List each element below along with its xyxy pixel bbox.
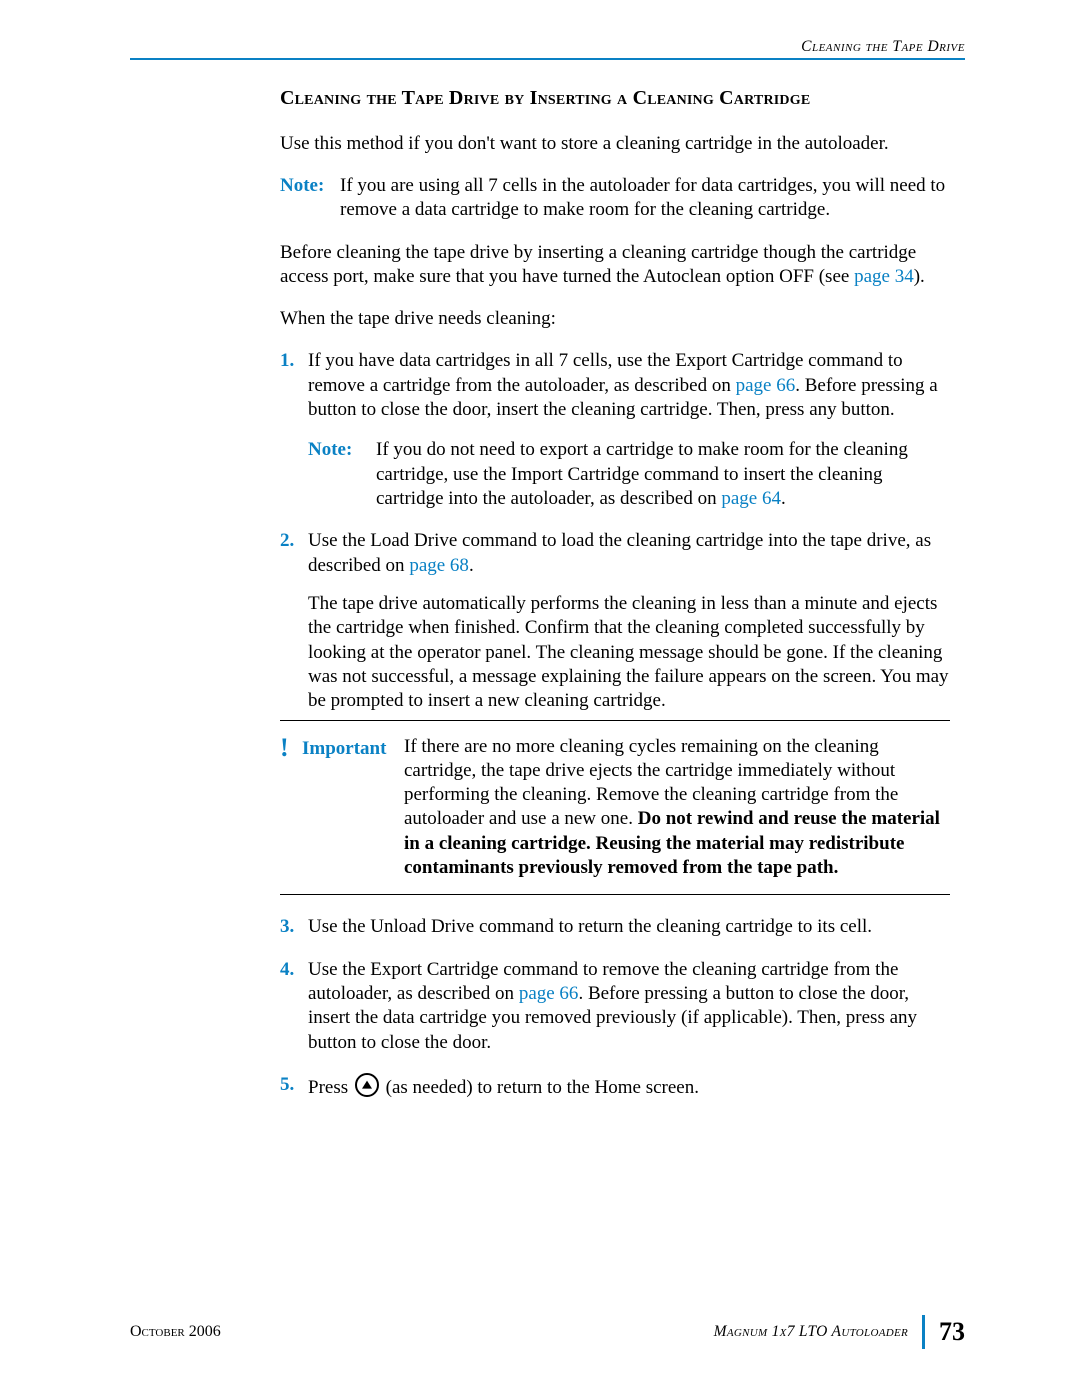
step-2-paragraph: The tape drive automatically performs th…: [308, 592, 950, 714]
note-block: Note: If you are using all 7 cells in th…: [280, 174, 950, 223]
important-block: ! Important If there are no more cleanin…: [280, 720, 950, 896]
text: ).: [914, 266, 925, 287]
important-body: If there are no more cleaning cycles rem…: [404, 735, 950, 881]
header-rule: [130, 58, 965, 60]
step-4: Use the Export Cartridge command to remo…: [280, 958, 950, 1055]
step-list: If you have data cartridges in all 7 cel…: [280, 349, 950, 1100]
exclamation-icon: !: [280, 735, 302, 761]
note-block: Note: If you do not need to export a car…: [308, 438, 950, 511]
page-link[interactable]: page 66: [519, 983, 579, 1004]
section-heading: Cleaning the Tape Drive by Inserting a C…: [280, 86, 950, 112]
text: .: [469, 555, 474, 576]
page-link[interactable]: page 68: [409, 555, 469, 576]
important-label: Important: [302, 735, 404, 761]
page-header: Cleaning the Tape Drive: [130, 38, 965, 60]
running-head: Cleaning the Tape Drive: [130, 38, 965, 56]
footer-title: Magnum 1x7 LTO Autoloader: [714, 1323, 922, 1341]
step-1: If you have data cartridges in all 7 cel…: [280, 349, 950, 511]
page-number: 73: [939, 1317, 965, 1347]
note-body: If you do not need to export a cartridge…: [376, 438, 950, 511]
page-content: Cleaning the Tape Drive by Inserting a C…: [280, 80, 950, 1118]
note-label: Note:: [308, 438, 376, 462]
text: Use the Load Drive command to load the c…: [308, 530, 931, 575]
step-5: Press (as needed) to return to the Home …: [280, 1073, 950, 1100]
document-page: Cleaning the Tape Drive Cleaning the Tap…: [0, 0, 1080, 1397]
text: (as needed) to return to the Home screen…: [381, 1077, 699, 1098]
page-link[interactable]: page 66: [736, 375, 796, 396]
text: Before cleaning the tape drive by insert…: [280, 242, 916, 287]
text: .: [781, 488, 786, 509]
before-paragraph: Before cleaning the tape drive by insert…: [280, 241, 950, 290]
home-button-icon: [355, 1073, 379, 1097]
lead-in: When the tape drive needs cleaning:: [280, 307, 950, 331]
footer-date: October 2006: [130, 1323, 714, 1341]
intro-paragraph: Use this method if you don't want to sto…: [280, 132, 950, 156]
note-label: Note:: [280, 174, 340, 198]
page-footer: October 2006 Magnum 1x7 LTO Autoloader 7…: [130, 1315, 965, 1349]
note-body: If you are using all 7 cells in the auto…: [340, 174, 950, 223]
step-3: Use the Unload Drive command to return t…: [280, 915, 950, 939]
text: If you do not need to export a cartridge…: [376, 439, 908, 509]
text: Press: [308, 1077, 353, 1098]
footer-separator: [922, 1315, 925, 1349]
page-link[interactable]: page 64: [721, 488, 781, 509]
step-2: Use the Load Drive command to load the c…: [280, 529, 950, 895]
page-link[interactable]: page 34: [854, 266, 914, 287]
